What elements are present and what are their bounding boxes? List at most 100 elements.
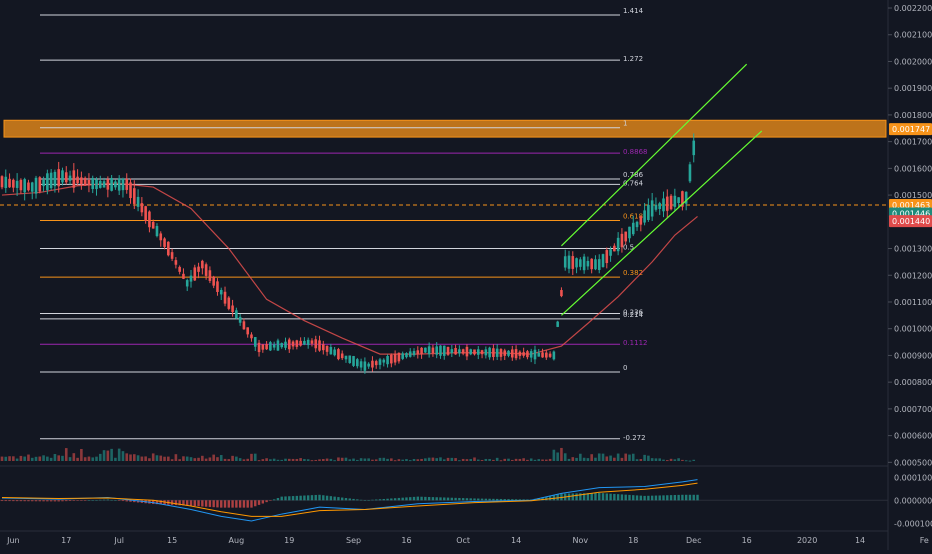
price-tick-label: 0.002200	[894, 4, 932, 13]
macd-histogram-bar	[473, 498, 476, 501]
volume-bar	[601, 453, 605, 461]
volume-bar	[363, 458, 367, 461]
macd-histogram-bar	[303, 495, 306, 501]
volume-bar	[631, 453, 635, 461]
candle	[446, 347, 450, 355]
candle	[216, 281, 219, 292]
macd-histogram-bar	[235, 500, 238, 508]
candle	[110, 177, 113, 191]
macd-histogram-bar	[299, 495, 302, 501]
macd-histogram-bar	[34, 500, 38, 502]
volume-bar	[673, 459, 677, 461]
candle	[435, 346, 438, 355]
candle	[442, 345, 446, 356]
volume-bar	[269, 459, 272, 461]
volume-bar	[446, 457, 450, 461]
candle	[688, 164, 692, 182]
macd-histogram-bar	[352, 498, 355, 501]
candle	[563, 256, 567, 268]
candle	[19, 179, 23, 191]
candle	[197, 266, 200, 272]
candle	[344, 355, 348, 360]
macd-histogram-bar	[212, 500, 215, 508]
macd-histogram-bar	[571, 493, 574, 501]
macd-histogram-bar	[666, 495, 669, 501]
volume-bar	[68, 457, 72, 461]
candle	[80, 177, 83, 185]
volume-bar	[684, 460, 688, 462]
volume-bar	[480, 459, 484, 461]
candle	[306, 339, 310, 346]
volume-bar	[616, 453, 620, 461]
macd-histogram-bar	[654, 495, 658, 501]
macd-histogram-bar	[223, 500, 227, 508]
candle	[363, 361, 367, 371]
volume-bar	[333, 460, 336, 462]
macd-histogram-bar	[416, 496, 419, 501]
macd-histogram-bar	[337, 497, 340, 501]
candle	[163, 238, 166, 247]
candle	[390, 354, 393, 364]
volume-bar	[83, 457, 87, 461]
macd-histogram-bar	[250, 500, 253, 508]
candle	[129, 182, 132, 199]
price-tick-label: 0.001000	[894, 325, 932, 334]
candle	[609, 249, 612, 256]
macd-histogram-bar	[220, 500, 223, 508]
macd-histogram-bar	[129, 500, 132, 502]
volume-bar	[356, 459, 359, 461]
candle	[677, 197, 680, 204]
volume-bar	[299, 458, 302, 461]
volume-bar	[340, 457, 344, 461]
macd-histogram-bar	[586, 493, 590, 501]
volume-bar	[257, 460, 261, 462]
volume-bar	[408, 460, 412, 462]
volume-bar	[212, 454, 215, 461]
volume-bar	[155, 455, 159, 461]
volume-bar	[318, 459, 321, 461]
candle	[650, 200, 654, 217]
macd-histogram-bar	[643, 495, 646, 501]
macd-histogram-bar	[461, 498, 465, 501]
candle	[420, 347, 423, 355]
candle	[590, 258, 593, 270]
volume-bar	[473, 457, 476, 461]
macd-histogram-bar	[27, 500, 30, 502]
candle	[465, 346, 469, 357]
macd-histogram-bar	[541, 497, 544, 501]
volume-bar	[117, 448, 121, 461]
price-tick-label: 0.001500	[894, 191, 932, 200]
volume-bar	[495, 457, 499, 461]
candle	[337, 349, 340, 360]
volume-bar	[518, 458, 522, 461]
volume-bar	[72, 453, 76, 461]
volume-bar	[344, 457, 348, 461]
price-tick-label: 0.000600	[894, 432, 932, 441]
volume-bar	[522, 458, 525, 461]
volume-bar	[4, 456, 8, 461]
volume-bar	[605, 456, 609, 461]
candle	[49, 172, 53, 189]
volume-bar	[658, 458, 662, 461]
candle	[287, 339, 291, 350]
candle	[4, 176, 8, 189]
macd-histogram-bar	[72, 500, 76, 501]
volume-bar	[64, 448, 68, 461]
macd-histogram-bar	[23, 500, 26, 502]
macd-histogram-bar	[575, 493, 578, 501]
volume-bar	[590, 454, 593, 461]
volume-bar	[624, 453, 627, 461]
fib-label: 1	[623, 120, 627, 128]
candle	[34, 177, 38, 194]
volume-bar	[185, 456, 189, 461]
candle	[401, 353, 404, 359]
candle	[450, 349, 454, 354]
candle	[8, 178, 11, 188]
candle	[76, 176, 79, 184]
volume-bar	[163, 456, 166, 461]
volume-bars	[0, 447, 696, 462]
macd-histogram-bar	[231, 500, 234, 508]
volume-bar	[242, 459, 246, 461]
macd-histogram-bar	[378, 499, 382, 501]
